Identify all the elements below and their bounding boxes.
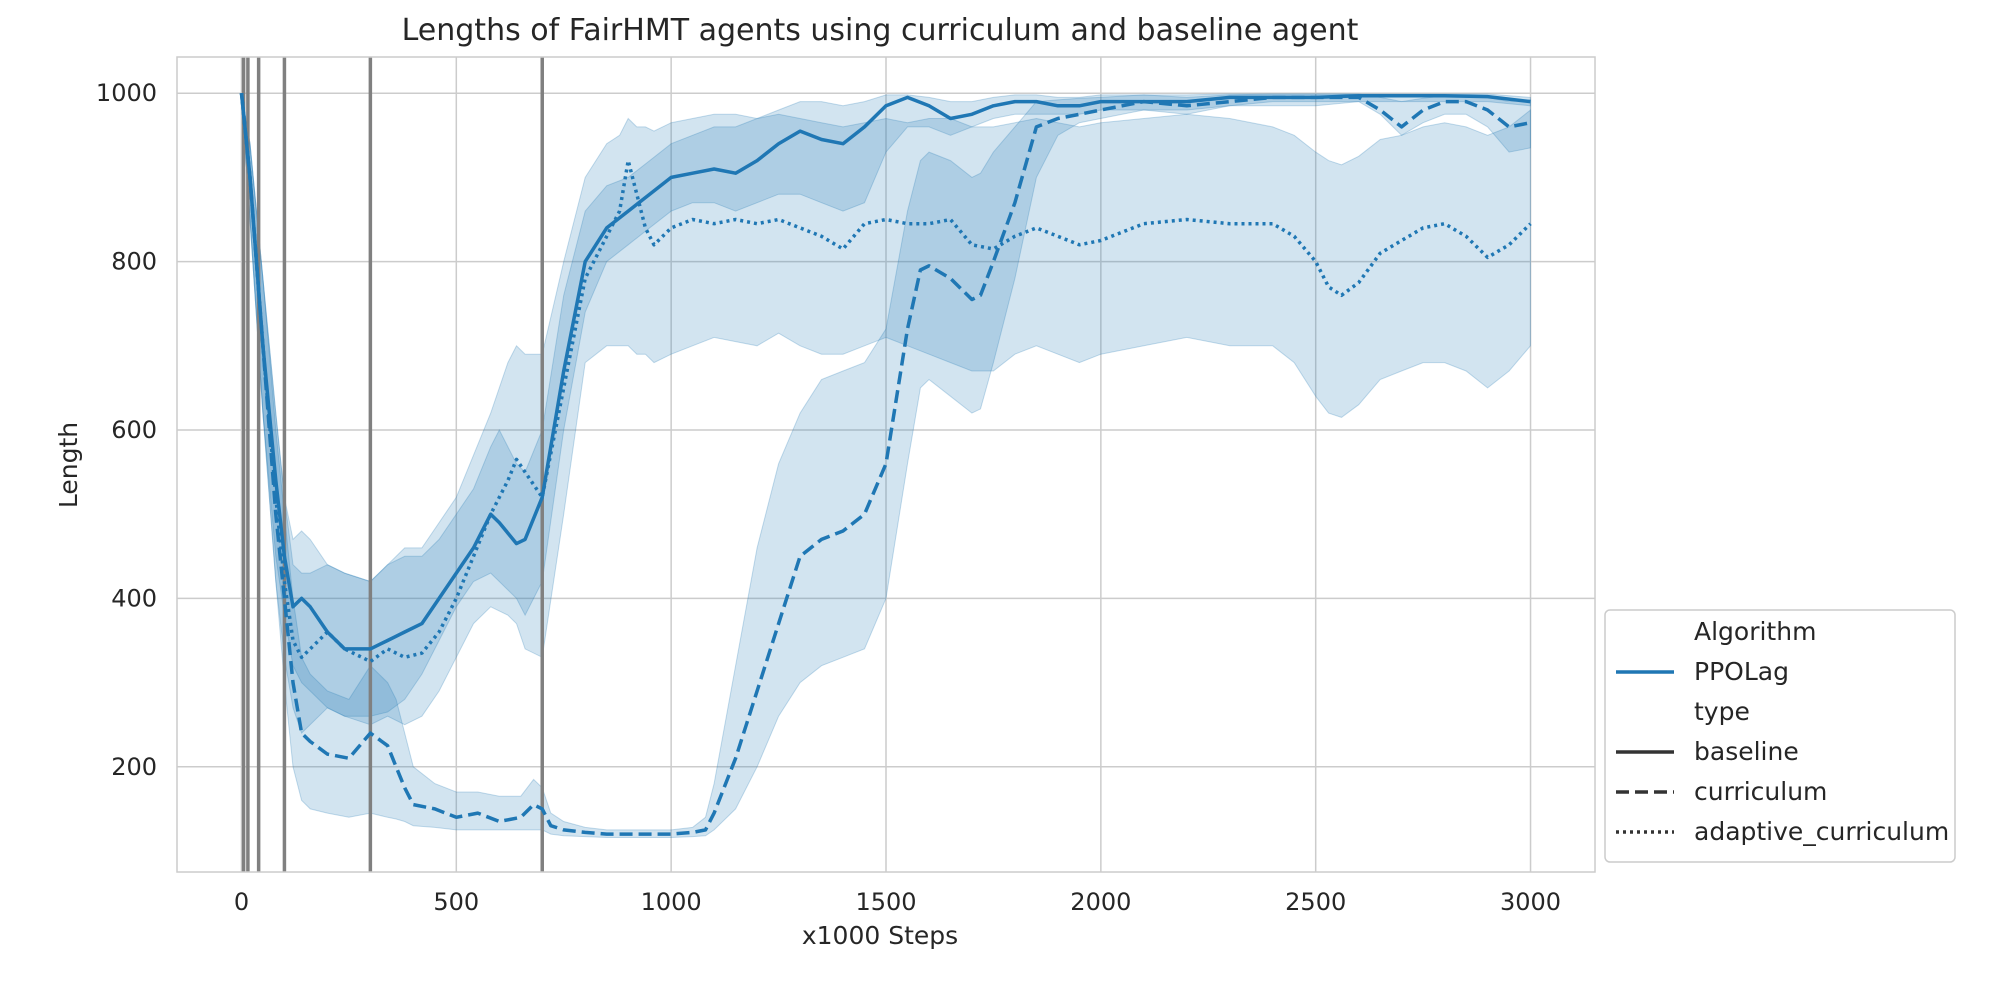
y-tick-label: 400: [111, 584, 157, 612]
legend-header-type: type: [1694, 697, 1750, 726]
x-tick-label: 0: [234, 888, 249, 916]
chart-title: Lengths of FairHMT agents using curricul…: [402, 13, 1359, 48]
x-tick-label: 2500: [1285, 888, 1346, 916]
x-tick-label: 2000: [1070, 888, 1131, 916]
y-tick-labels: 200 400 600 800 1000: [96, 79, 157, 781]
curriculum-stage-markers: [241, 57, 544, 872]
band-curriculum: [241, 93, 1531, 838]
x-tick-label: 1000: [641, 888, 702, 916]
legend: Algorithm PPOLag type baseline curriculu…: [1604, 609, 1956, 863]
line-curriculum: [239, 93, 1531, 836]
line-baseline: [239, 93, 1531, 651]
y-tick-label: 200: [111, 753, 157, 781]
y-axis-title: Length: [54, 422, 83, 508]
grid-lines: [177, 57, 1595, 872]
y-tick-label: 600: [111, 416, 157, 444]
legend-header-algorithm: Algorithm: [1694, 617, 1816, 646]
legend-item-adaptive-curriculum: adaptive_curriculum: [1694, 817, 1949, 846]
x-tick-label: 500: [433, 888, 479, 916]
x-tick-label: 1500: [855, 888, 916, 916]
plot-frame: [176, 56, 1596, 873]
legend-item-baseline: baseline: [1694, 737, 1799, 766]
y-tick-label: 800: [111, 248, 157, 276]
band-adaptive-curriculum: [241, 93, 1531, 735]
legend-item-curriculum: curriculum: [1694, 777, 1827, 806]
series-lines: [239, 93, 1532, 836]
x-tick-label: 3000: [1500, 888, 1561, 916]
y-tick-label: 1000: [96, 79, 157, 107]
legend-box: [1604, 609, 1956, 863]
x-axis-title: x1000 Steps: [802, 921, 958, 950]
x-tick-labels: 0 500 1000 1500 2000 2500 3000: [234, 888, 1561, 916]
legend-item-ppolag: PPOLag: [1694, 657, 1789, 686]
